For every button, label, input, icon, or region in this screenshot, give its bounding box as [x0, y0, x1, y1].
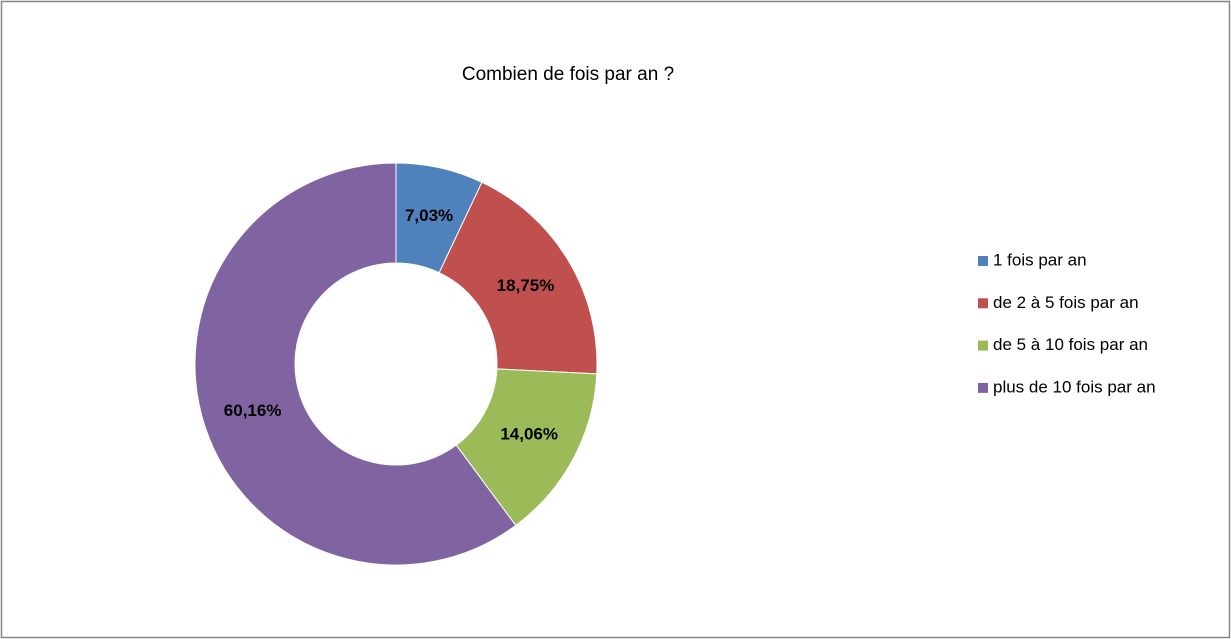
data-label: 18,75% [497, 276, 555, 295]
data-label: 7,03% [405, 206, 453, 225]
legend-swatch [978, 256, 988, 266]
legend-swatch [978, 382, 988, 393]
legend-label: plus de 10 fois par an [993, 377, 1156, 396]
data-label: 60,16% [224, 401, 282, 420]
legend-swatch [978, 340, 988, 351]
legend-label: de 2 à 5 fois par an [993, 293, 1139, 312]
donut-segment [438, 181, 598, 375]
donut-segment [194, 162, 517, 566]
data-label: 14,06% [500, 425, 558, 444]
legend-label: de 5 à 10 fois par an [993, 335, 1148, 354]
legend-label: 1 fois par an [993, 250, 1087, 269]
legend-swatch [978, 298, 988, 309]
donut-segment [455, 368, 598, 527]
chart-title: Combien de fois par an ? [462, 64, 674, 85]
